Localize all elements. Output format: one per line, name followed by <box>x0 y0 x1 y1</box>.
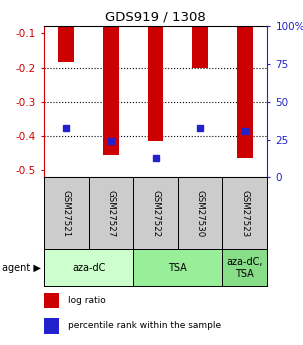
Text: GSM27523: GSM27523 <box>240 190 249 237</box>
Text: percentile rank within the sample: percentile rank within the sample <box>68 322 221 331</box>
Text: GSM27527: GSM27527 <box>106 190 115 237</box>
Text: aza-dC,
TSA: aza-dC, TSA <box>226 257 263 278</box>
Text: GSM27521: GSM27521 <box>62 190 71 237</box>
Text: log ratio: log ratio <box>68 296 106 305</box>
Bar <box>44 318 59 334</box>
Title: GDS919 / 1308: GDS919 / 1308 <box>105 11 206 24</box>
Bar <box>133 249 222 286</box>
Text: GSM27522: GSM27522 <box>151 190 160 237</box>
Text: TSA: TSA <box>168 263 187 273</box>
Bar <box>88 177 133 249</box>
Bar <box>133 177 178 249</box>
Bar <box>44 293 59 308</box>
Bar <box>192 0 208 68</box>
Text: aza-dC: aza-dC <box>72 263 105 273</box>
Text: agent ▶: agent ▶ <box>2 263 41 273</box>
Bar <box>44 249 133 286</box>
Text: GSM27530: GSM27530 <box>196 190 205 237</box>
Bar <box>178 177 222 249</box>
Bar <box>103 0 119 155</box>
Bar <box>148 0 163 141</box>
Bar <box>237 0 252 158</box>
Bar <box>222 249 267 286</box>
Bar <box>222 177 267 249</box>
Bar <box>44 177 88 249</box>
Bar <box>58 0 74 62</box>
